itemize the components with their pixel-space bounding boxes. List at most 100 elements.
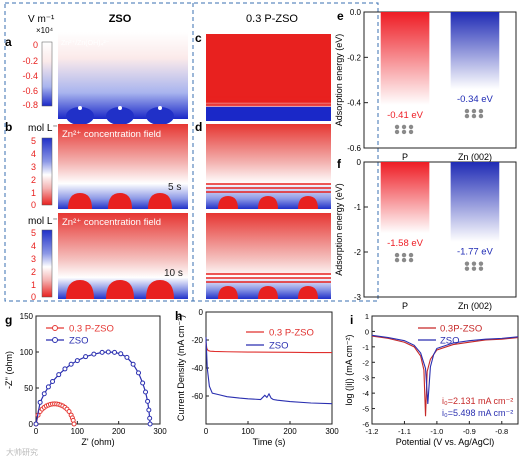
x-tick-label: 0 <box>204 427 209 436</box>
cb-conc2-tick: 1 <box>31 280 36 290</box>
y-axis-label: log (|i|) (mA cm⁻²) <box>344 335 354 406</box>
atom <box>464 113 470 119</box>
colorbar-conc1-ticks: 5 4 3 2 1 0 <box>31 136 36 210</box>
watermark: 大帅研究 <box>6 447 38 457</box>
y-tick-label: -60 <box>191 392 203 401</box>
cb-conc1-tick: 4 <box>31 149 36 159</box>
y-axis-label: Adsorption energy (eV) <box>334 183 344 276</box>
y-tick-label: 0 <box>357 158 362 167</box>
data-point <box>99 349 105 355</box>
y-tick-label: -20 <box>191 336 203 345</box>
y-tick-label: 1 <box>365 312 369 321</box>
chart-h-chronoamperometry: 0 100 200 300 0 -20 -40 -60 Time (s) Current Dens… <box>176 308 339 447</box>
cb-elec-tick: -0.8 <box>22 100 38 110</box>
data-point <box>140 380 146 386</box>
y-tick-label: 0 <box>199 308 204 317</box>
cb-elec-tick: -0.6 <box>22 86 38 96</box>
cb-elec-tick: 0 <box>33 40 38 50</box>
data-point <box>118 351 124 357</box>
data-point <box>50 379 56 385</box>
x-tick-label: 200 <box>283 427 297 436</box>
colorbar-conc2-ticks: 5 4 3 2 1 0 <box>31 228 36 302</box>
data-point <box>112 349 118 355</box>
molecule-icon <box>464 108 484 119</box>
legend-label: ZSO <box>440 336 460 347</box>
panel-letter-i: i <box>350 313 353 327</box>
x-axis-label: Time (s) <box>253 437 286 447</box>
atom <box>408 257 414 263</box>
data-point <box>147 421 153 427</box>
x-tick-label: 300 <box>153 427 167 436</box>
x-tick-label: -1.2 <box>366 427 379 436</box>
panel-letter-f: f <box>337 157 342 171</box>
panel-letter-b: b <box>5 120 12 134</box>
colorbar-conc2-unit: mol L⁻¹ <box>28 216 62 227</box>
chart-f-adsorption: 0 -1 -2 -3 Adsorption energy (eV) -1.58 eV P -1… <box>334 158 517 311</box>
chart-i-tafel: -1.2 -1.1 -1.0 -0.9 -0.8 1 0 -1 -2 -3 -4 -5 -6 Potent… <box>344 312 519 447</box>
field-label-zso: Zn²⁺ concentration field <box>62 129 161 140</box>
colorbar-conc2 <box>41 229 53 298</box>
column-title-zso: ZSO <box>109 13 132 25</box>
x-tick-label: Zn (002) <box>458 152 492 162</box>
series-line <box>205 342 332 354</box>
atom <box>394 129 400 135</box>
data-point <box>37 399 43 405</box>
colorbar-conc1-unit: mol L⁻¹ <box>28 123 62 134</box>
atom <box>394 124 400 130</box>
x-tick-label: -1.0 <box>430 427 443 436</box>
molecule-icon <box>394 124 414 135</box>
map-d-concentration-10s-p-zso <box>206 213 331 299</box>
y-tick-label: -1 <box>354 203 362 212</box>
series-line <box>205 337 333 405</box>
map-a-electric-zso: Zn²⁺/Zn(OH)₄²⁻ <box>58 32 188 125</box>
map-d-concentration-5s-p-zso <box>206 124 331 209</box>
panel-letter-e: e <box>337 9 344 23</box>
molecule-icon <box>464 261 484 271</box>
y-axis-label: -Z'' (ohm) <box>4 351 14 389</box>
data-label: -0.41 eV <box>387 110 424 121</box>
molecule-icon <box>394 252 414 263</box>
y-tick-label: 50 <box>24 384 33 393</box>
cb-elec-tick: -0.2 <box>22 56 38 66</box>
x-tick-label: 300 <box>325 427 339 436</box>
data-point <box>83 354 89 360</box>
y-tick-label: 0 <box>29 420 34 429</box>
y-tick-label: -3 <box>354 293 362 302</box>
data-point <box>136 370 142 376</box>
y-tick-label: -40 <box>191 364 203 373</box>
plot-frame <box>363 11 517 149</box>
atom <box>464 108 470 114</box>
legend-label: ZSO <box>69 336 89 347</box>
colorbar-electric-unit: V m⁻¹ <box>28 14 55 25</box>
y-tick-label: -4 <box>362 389 369 398</box>
panel-letter-h: h <box>175 309 182 323</box>
y-tick-label: -2 <box>354 248 362 257</box>
panel-letter-a: a <box>5 35 12 49</box>
colorbar-electric <box>41 41 53 107</box>
x-tick-label: -1.1 <box>398 427 411 436</box>
atom <box>471 266 477 271</box>
data-point <box>66 409 72 415</box>
maps-outer-frame <box>4 2 379 302</box>
data-point <box>45 384 51 390</box>
y-tick-label: -0.2 <box>347 53 361 62</box>
data-point <box>147 415 153 421</box>
species-note: Zn²⁺/Zn(OH)₄²⁻ <box>61 40 110 47</box>
data-point <box>130 361 136 367</box>
atom <box>464 261 470 266</box>
x-tick-label: P <box>402 301 408 311</box>
annotation-i0-zso: i₀=5.498 mA cm⁻² <box>442 408 513 418</box>
atom <box>408 252 414 258</box>
legend-label: 0.3P-ZSO <box>440 324 482 335</box>
data-point <box>146 407 152 413</box>
cb-conc1-tick: 2 <box>31 175 36 185</box>
data-point <box>68 361 74 367</box>
cb-conc1-tick: 3 <box>31 162 36 172</box>
data-point <box>124 354 130 360</box>
y-tick-label: 150 <box>20 312 34 321</box>
y-tick-label: -5 <box>362 405 369 414</box>
series-line <box>371 335 519 417</box>
atom <box>464 266 470 271</box>
data-label: -1.77 eV <box>457 247 494 258</box>
